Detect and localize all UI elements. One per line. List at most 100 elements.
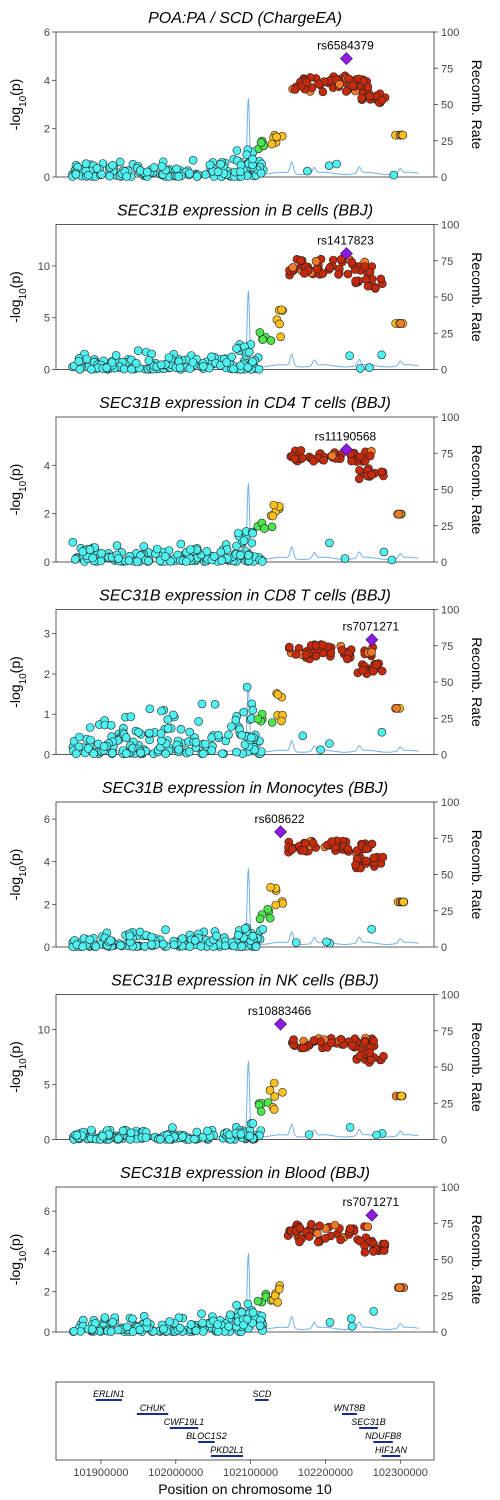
snp-point xyxy=(191,737,201,747)
recomb-rate-line xyxy=(72,1060,419,1138)
snp-point xyxy=(335,80,344,89)
snp-point xyxy=(161,749,170,759)
snp-point xyxy=(163,724,173,733)
snp-point xyxy=(309,1036,319,1045)
recomb-axis-label: Recomb. Rate xyxy=(469,1215,485,1305)
snp-point xyxy=(367,647,376,657)
snp-point xyxy=(298,731,308,741)
snp-point xyxy=(316,745,325,755)
snp-point xyxy=(239,536,249,546)
panel-5: SEC31B expression in Monocytes (BBJ) 0 2 4 6… xyxy=(7,780,485,954)
snp-point xyxy=(271,900,281,910)
snp-point xyxy=(78,547,88,557)
snp-point xyxy=(198,1318,207,1328)
snp-point xyxy=(210,552,219,561)
snp-point xyxy=(119,364,129,374)
lead-snp-marker xyxy=(365,633,379,647)
recomb-tick-label: 50 xyxy=(441,100,453,112)
snp-point xyxy=(295,1223,305,1233)
snp-point xyxy=(369,1036,379,1046)
snp-point xyxy=(128,1314,137,1324)
snp-point xyxy=(359,76,369,86)
snp-point xyxy=(239,1320,248,1330)
gene-track-frame xyxy=(55,1381,435,1461)
snp-point xyxy=(308,838,318,848)
snp-point xyxy=(126,1128,136,1137)
snp-point xyxy=(127,364,136,374)
snp-point xyxy=(377,350,386,360)
snp-point xyxy=(318,87,328,97)
recomb-tick-label: 100 xyxy=(441,605,459,617)
snp-point xyxy=(174,172,183,181)
snp-point xyxy=(155,1135,165,1144)
snp-point xyxy=(347,1041,357,1050)
snp-point xyxy=(343,844,353,854)
gene-label: NDUFB8 xyxy=(365,1431,401,1441)
y-tick-label: 6 xyxy=(44,27,50,39)
snp-point xyxy=(176,724,186,734)
snp-point xyxy=(248,1308,258,1317)
lead-snp-marker xyxy=(339,52,353,66)
snp-point xyxy=(186,545,195,554)
snp-point xyxy=(222,358,231,367)
snp-point xyxy=(161,925,170,935)
snp-point xyxy=(234,930,243,940)
snp-point xyxy=(325,538,334,548)
snp-point xyxy=(303,166,312,176)
snp-point xyxy=(346,1314,356,1323)
snp-point xyxy=(343,269,353,279)
snp-point xyxy=(365,91,374,101)
snp-point xyxy=(360,262,370,271)
snp-point xyxy=(355,452,365,462)
snp-point xyxy=(178,934,187,943)
snp-point xyxy=(278,899,288,908)
snp-point xyxy=(207,352,216,362)
snp-point xyxy=(367,839,377,849)
recomb-axis-label: Recomb. Rate xyxy=(469,830,485,920)
y-tick-label: 2 xyxy=(44,509,50,521)
y-tick-label: 6 xyxy=(44,1206,50,1218)
lead-snp-label: rs10883466 xyxy=(248,1004,312,1018)
snp-point xyxy=(336,1034,346,1044)
snp-point xyxy=(186,1320,196,1329)
snp-point xyxy=(194,717,203,726)
snp-point xyxy=(251,942,261,951)
recomb-tick-label: 75 xyxy=(441,63,453,75)
snp-point xyxy=(114,1134,123,1143)
snp-point xyxy=(126,712,136,722)
snp-point xyxy=(124,556,134,565)
snp-point xyxy=(319,455,329,465)
snp-point xyxy=(256,1107,266,1116)
snp-point xyxy=(144,356,154,365)
snp-point xyxy=(86,735,95,745)
snp-point xyxy=(98,1131,107,1141)
snp-point xyxy=(69,1327,79,1336)
snp-point xyxy=(232,747,241,757)
y-axis-label: -log10(p) xyxy=(7,271,29,323)
snp-point xyxy=(361,856,371,866)
snp-point xyxy=(324,161,334,170)
snp-point xyxy=(85,935,95,945)
snp-point xyxy=(392,703,401,713)
snp-point xyxy=(276,332,286,342)
snp-point xyxy=(345,1123,355,1132)
y-tick-label: 0 xyxy=(44,557,50,569)
snp-point xyxy=(71,170,81,179)
snp-point xyxy=(242,150,251,159)
snp-point xyxy=(369,1247,378,1256)
snp-point xyxy=(362,844,372,854)
recomb-tick-label: 75 xyxy=(441,833,453,845)
snp-point xyxy=(336,1235,345,1245)
recomb-tick-label: 0 xyxy=(441,365,447,377)
snp-point xyxy=(227,352,236,362)
snp-point xyxy=(326,1038,336,1048)
snp-point xyxy=(342,654,352,664)
snp-point xyxy=(265,913,275,923)
snp-point xyxy=(112,541,122,550)
snp-point xyxy=(118,1126,128,1136)
x-tick-label: 101900000 xyxy=(73,1467,128,1479)
snp-point xyxy=(232,146,242,155)
snp-point xyxy=(288,263,298,272)
recomb-axis-label: Recomb. Rate xyxy=(469,252,485,342)
snp-point xyxy=(136,748,145,758)
